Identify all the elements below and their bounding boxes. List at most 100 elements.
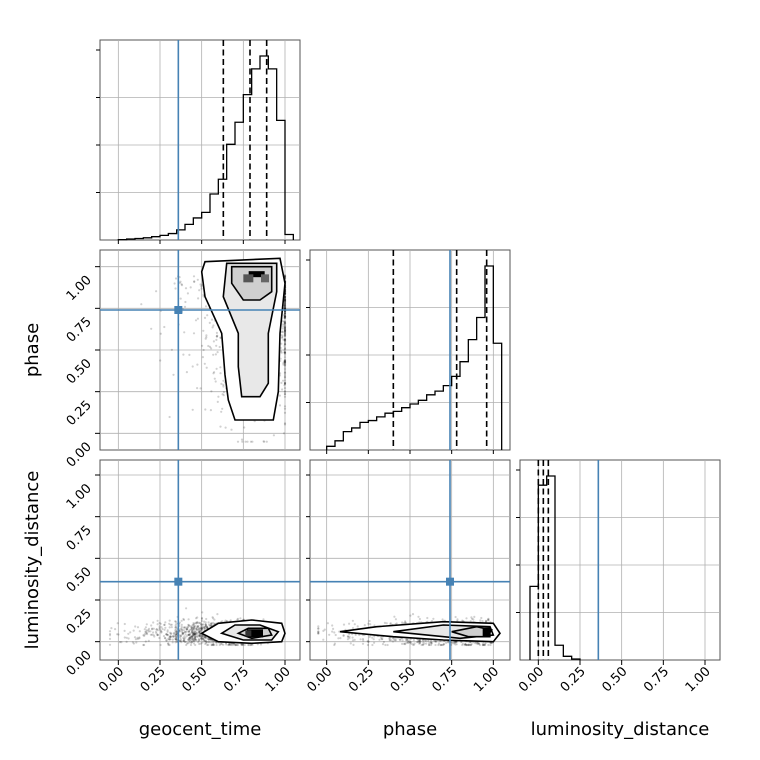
sample-point xyxy=(367,622,370,625)
sample-point xyxy=(283,361,287,364)
sample-point xyxy=(179,280,182,283)
sample-point xyxy=(163,623,166,627)
sample-point xyxy=(172,635,175,638)
sample-point xyxy=(143,633,146,636)
sample-point xyxy=(219,642,222,646)
sample-point xyxy=(169,635,173,638)
sample-point xyxy=(181,632,184,636)
sample-point xyxy=(283,375,287,378)
sample-point xyxy=(190,639,193,642)
sample-point xyxy=(195,632,198,635)
sample-point xyxy=(356,625,359,628)
density-peak xyxy=(247,629,263,638)
sample-point xyxy=(170,348,173,351)
sample-point xyxy=(171,638,174,641)
sample-point xyxy=(283,359,287,362)
sample-point xyxy=(212,643,215,647)
sample-point xyxy=(484,619,488,623)
sample-point xyxy=(326,622,329,625)
sample-point xyxy=(166,629,169,632)
sample-point xyxy=(199,283,202,286)
sample-point xyxy=(193,632,196,635)
sample-point xyxy=(283,332,287,335)
sample-point xyxy=(175,633,178,636)
sample-point xyxy=(197,641,200,644)
sample-point xyxy=(283,317,287,320)
sample-point xyxy=(169,632,172,636)
sample-point xyxy=(190,631,194,634)
sample-point xyxy=(180,283,183,286)
sample-point xyxy=(283,298,287,301)
x-tick-label: 1.00 xyxy=(263,664,294,695)
sample-point xyxy=(175,626,178,630)
sample-point xyxy=(207,344,210,348)
sample-point xyxy=(422,641,425,644)
sample-point xyxy=(184,636,187,639)
x-tick-label: 0.75 xyxy=(429,664,460,695)
sample-point xyxy=(182,618,186,622)
sample-point xyxy=(222,391,225,394)
sample-point xyxy=(195,631,198,634)
sample-point xyxy=(322,638,325,641)
sample-point xyxy=(172,635,175,638)
sample-point xyxy=(222,394,225,397)
sample-point xyxy=(283,338,287,341)
sample-point xyxy=(200,625,203,629)
sample-point xyxy=(219,372,222,375)
sample-point xyxy=(366,640,369,643)
sample-point xyxy=(174,636,178,639)
sample-point xyxy=(283,327,287,330)
sample-point xyxy=(174,625,178,628)
sample-point xyxy=(193,630,196,633)
sample-point xyxy=(247,643,250,647)
sample-point xyxy=(283,320,286,323)
sample-point xyxy=(189,286,192,289)
sample-point xyxy=(189,635,192,639)
sample-point xyxy=(198,639,201,642)
sample-point xyxy=(196,317,199,320)
sample-point xyxy=(481,620,484,623)
sample-point xyxy=(283,304,287,307)
sample-point xyxy=(165,633,168,636)
sample-point xyxy=(349,642,352,645)
sample-point xyxy=(144,626,147,629)
sample-point xyxy=(192,627,195,631)
sample-point xyxy=(230,643,233,647)
sample-point xyxy=(317,625,320,628)
sample-point xyxy=(465,617,468,620)
sample-point xyxy=(197,297,200,300)
sample-point xyxy=(175,630,178,633)
sample-point xyxy=(196,632,199,635)
sample-point xyxy=(158,621,161,625)
sample-point xyxy=(283,315,287,318)
sample-point xyxy=(198,635,201,638)
sample-point xyxy=(283,305,287,308)
sample-point xyxy=(483,643,487,647)
sample-point xyxy=(180,623,183,627)
sample-point xyxy=(144,630,147,634)
sample-point xyxy=(142,643,145,647)
sample-point xyxy=(371,643,374,647)
sample-point xyxy=(236,618,239,621)
sample-point xyxy=(240,643,243,646)
sample-point xyxy=(208,641,211,644)
sample-point xyxy=(192,628,195,631)
sample-point xyxy=(204,623,207,627)
sample-point xyxy=(451,641,454,645)
sample-point xyxy=(236,643,239,647)
sample-point xyxy=(351,639,355,642)
sample-point xyxy=(168,636,171,639)
sample-point xyxy=(201,638,204,641)
sample-point xyxy=(199,627,202,630)
sample-point xyxy=(199,634,202,637)
sample-point xyxy=(209,409,212,412)
sample-point xyxy=(193,626,196,629)
sample-point xyxy=(283,305,287,308)
sample-point xyxy=(192,633,195,636)
sample-point xyxy=(383,621,386,625)
sample-point xyxy=(283,333,287,336)
sample-point xyxy=(158,636,161,640)
sample-point xyxy=(200,637,203,641)
sample-point xyxy=(283,322,287,325)
